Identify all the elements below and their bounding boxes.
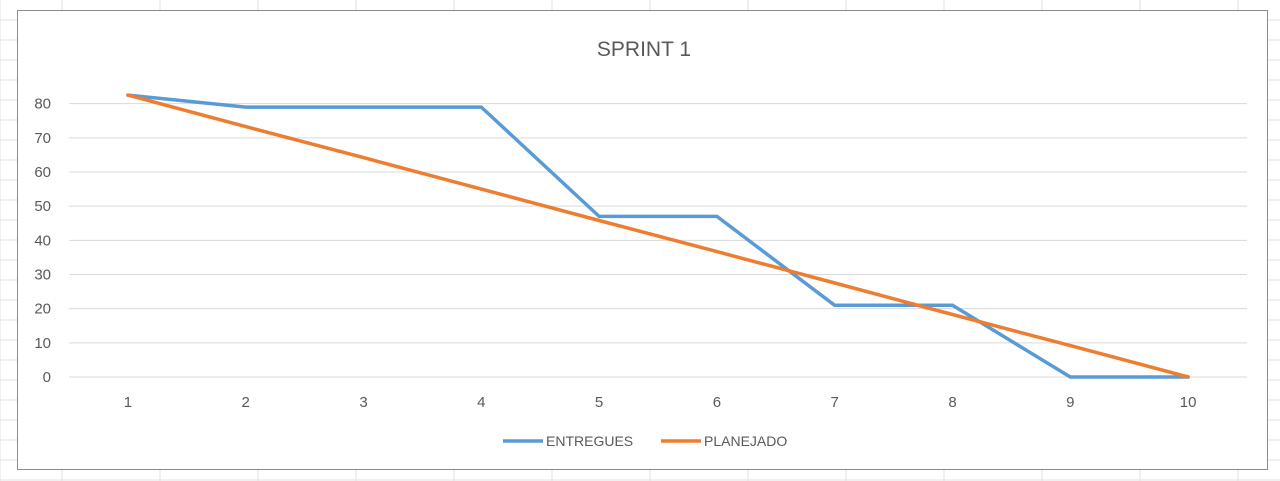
chart-area[interactable]: SPRINT 1 0 10 20 30 40 50 60 70 80 1 2 3 4 5 6 7 8 9 10 E… [17,10,1268,470]
series-line-entregues[interactable] [126,93,1190,379]
y-tick-label: 80 [34,96,51,113]
legend-label: PLANEJADO [704,433,787,449]
x-tick-label: 4 [477,394,485,411]
y-axis-tick-labels: 0 10 20 30 40 50 60 70 80 [34,96,51,386]
x-tick-label: 3 [359,394,367,411]
x-tick-label: 10 [1180,394,1197,411]
y-tick-label: 20 [34,301,51,318]
x-tick-label: 6 [713,394,721,411]
y-tick-label: 50 [34,198,51,215]
y-tick-label: 30 [34,267,51,284]
line-chart: SPRINT 1 0 10 20 30 40 50 60 70 80 1 2 3 4 5 6 7 8 9 10 E… [34,38,1247,449]
x-axis-tick-labels: 1 2 3 4 5 6 7 8 9 10 [124,394,1197,411]
series-lines [126,93,1190,379]
x-tick-label: 5 [595,394,603,411]
legend: ENTREGUES PLANEJADO [503,433,787,449]
x-tick-label: 9 [1066,394,1074,411]
x-tick-label: 1 [124,394,132,411]
x-tick-label: 2 [242,394,250,411]
y-tick-label: 0 [43,369,51,386]
legend-label: ENTREGUES [546,433,633,449]
y-tick-label: 60 [34,164,51,181]
gridlines [69,103,1247,378]
legend-item-entregues[interactable]: ENTREGUES [503,433,633,449]
y-tick-label: 40 [34,232,51,249]
chart-title: SPRINT 1 [597,38,691,61]
y-tick-label: 10 [34,335,51,352]
x-tick-label: 8 [948,394,956,411]
legend-item-planejado[interactable]: PLANEJADO [661,433,787,449]
x-tick-label: 7 [831,394,839,411]
series-line-planejado[interactable] [126,93,1190,379]
y-tick-label: 70 [34,130,51,147]
